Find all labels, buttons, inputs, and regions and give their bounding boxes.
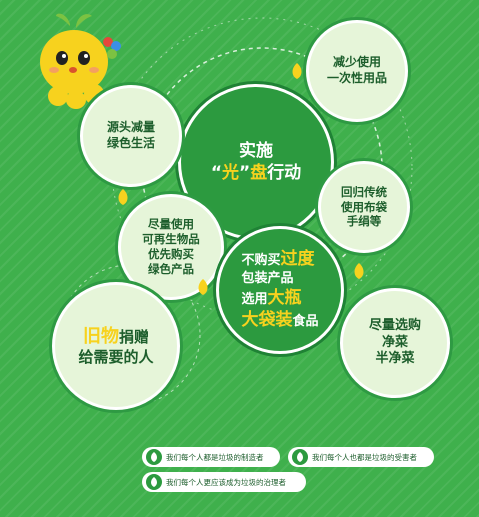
yellow-leaf-icon xyxy=(198,279,208,295)
bubble-highlight: 过度 xyxy=(280,249,315,270)
bubble-text: 手绢等 xyxy=(346,214,382,229)
bubble-text: 给需要的人 xyxy=(78,347,154,366)
bubble-highlight: 旧物 xyxy=(82,325,119,347)
center-quote-open: “ xyxy=(210,163,222,183)
green-leaf-icon xyxy=(146,474,162,490)
badge-text: 我们每个人更应该成为垃圾的治理者 xyxy=(166,477,286,487)
yellow-leaf-icon xyxy=(292,63,302,79)
bubble-text: 使用布袋 xyxy=(341,199,387,214)
bubble-text: 捐赠 xyxy=(118,327,149,346)
bubble-text: 回归传统 xyxy=(341,184,387,199)
bubble-text: 源头减量 xyxy=(106,120,155,135)
bubble-text: 包装产品 xyxy=(241,270,294,286)
bubble-donate: 旧物捐赠 给需要的人 xyxy=(52,282,180,410)
bubble-text: 绿色生活 xyxy=(106,136,155,150)
bubble-highlight: 大瓶 xyxy=(267,288,302,309)
bubble-text: 减少使用 xyxy=(332,55,381,70)
bubble-text: 一次性用品 xyxy=(326,71,387,85)
badge-maker: 我们每个人都是垃圾的制造者 xyxy=(142,447,280,467)
bubble-text: 选用 xyxy=(241,292,268,308)
bubble-highlight: 大袋装 xyxy=(241,310,293,331)
bubble-text: 净菜 xyxy=(381,334,408,350)
badge-victim: 我们每个人也都是垃圾的受害者 xyxy=(288,447,434,467)
bubble-text: 食品 xyxy=(292,314,319,330)
badge-text: 我们每个人都是垃圾的制造者 xyxy=(166,452,264,462)
yellow-leaf-icon xyxy=(118,189,128,205)
bubble-source-reduction: 源头减量 绿色生活 xyxy=(80,85,182,187)
center-line1: 实施 xyxy=(239,140,273,161)
yellow-leaf-icon xyxy=(354,263,364,279)
bubble-text: 尽量选购 xyxy=(368,317,421,333)
badge-governor: 我们每个人更应该成为垃圾的治理者 xyxy=(142,472,306,492)
bubble-text: 半净菜 xyxy=(375,351,415,367)
bubble-text: 不购买 xyxy=(241,253,281,269)
green-leaf-icon xyxy=(146,449,162,465)
bubble-text: 优先购买 xyxy=(148,247,194,261)
bubble-renewable: 尽量使用 可再生物品 优先购买 绿色产品 xyxy=(118,194,224,300)
bubble-text: 尽量使用 xyxy=(148,217,194,232)
bubble-clean-veg: 尽量选购 净菜 半净菜 xyxy=(340,288,450,398)
center-rest: 行动 xyxy=(267,163,302,183)
bubble-packaging: 不购买过度 包装产品 选用大瓶 大袋装食品 xyxy=(216,226,344,354)
bubble-traditional: 回归传统 使用布袋 手绢等 xyxy=(318,161,410,253)
bubble-reduce-disposable: 减少使用 一次性用品 xyxy=(306,20,408,122)
center-quote-close: ” xyxy=(239,163,251,183)
badge-text: 我们每个人也都是垃圾的受害者 xyxy=(312,452,417,462)
center-word: 光 xyxy=(222,163,239,183)
pineapple-mascot xyxy=(40,13,121,109)
green-leaf-icon xyxy=(292,449,308,465)
center-char-hl: 盘 xyxy=(250,163,268,183)
bubble-text: 可再生物品 xyxy=(142,232,200,247)
bubble-text: 绿色产品 xyxy=(148,261,194,276)
